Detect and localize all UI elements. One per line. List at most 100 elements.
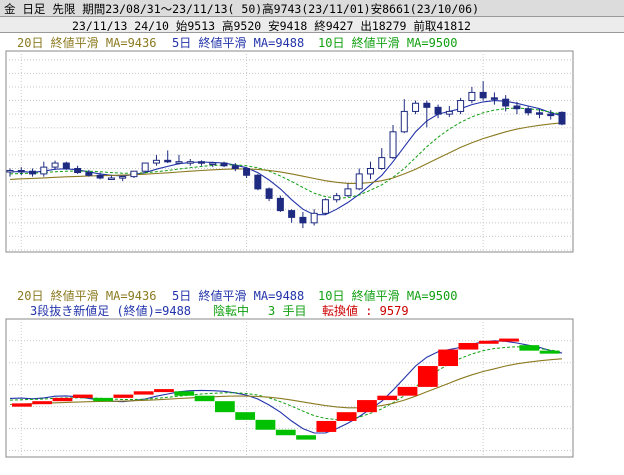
candle-bull bbox=[355, 173, 363, 190]
block-down bbox=[93, 397, 113, 402]
candle-bear bbox=[74, 167, 82, 174]
candle-bear bbox=[547, 113, 555, 117]
candle-bull bbox=[152, 159, 160, 164]
block-up bbox=[113, 394, 134, 398]
top-legend-ma20: 20日 終値平滑 MA=9436 bbox=[17, 35, 156, 50]
candle-bull bbox=[412, 102, 420, 112]
candle-bear bbox=[164, 159, 172, 163]
block-up bbox=[32, 401, 53, 405]
candle-bull bbox=[378, 157, 386, 169]
top-candles bbox=[6, 81, 566, 229]
block-up bbox=[336, 412, 357, 421]
candle-bear bbox=[299, 216, 307, 224]
top-legend-ma10: 10日 終値平滑 MA=9500 bbox=[318, 35, 457, 50]
candle-bull bbox=[107, 177, 115, 180]
candle-bear bbox=[558, 111, 566, 125]
candle-bull bbox=[209, 162, 217, 166]
header-title-bar: 金 日足 先限 期間23/08/31～23/11/13( 50)高9743(23… bbox=[0, 0, 624, 17]
candle-bull bbox=[445, 110, 453, 115]
candle-bull bbox=[6, 170, 14, 173]
block-up bbox=[72, 394, 93, 398]
candle-bull bbox=[333, 195, 341, 201]
candle-bull bbox=[130, 170, 138, 178]
candle-bear bbox=[479, 91, 487, 99]
candle-bear bbox=[513, 105, 521, 110]
candle-bear bbox=[490, 97, 498, 100]
header-line2: 23/11/13 24/10 始9513 高9520 安9418 終9427 出… bbox=[72, 19, 471, 33]
block-up bbox=[458, 342, 479, 350]
candle-bear bbox=[29, 170, 37, 175]
candle-bull bbox=[141, 162, 149, 172]
candle-bear bbox=[198, 161, 206, 164]
candle-bear bbox=[85, 172, 93, 176]
candle-bull bbox=[366, 167, 374, 175]
candle-bull bbox=[400, 110, 408, 133]
bottom-new-price-blocks bbox=[12, 338, 560, 440]
block-down bbox=[214, 401, 235, 413]
candle-bear bbox=[502, 98, 510, 107]
block-down bbox=[255, 419, 276, 430]
candle-bull bbox=[186, 161, 194, 164]
candle-bear bbox=[17, 170, 25, 173]
top-plot-area bbox=[5, 50, 574, 253]
header-ohlc-bar: 23/11/13 24/10 始9513 高9520 安9418 終9427 出… bbox=[0, 17, 624, 33]
bottom-status-switch: 転換値 : 9579 bbox=[322, 303, 409, 318]
block-down bbox=[296, 435, 316, 440]
bottom-grid bbox=[6, 319, 573, 457]
candle-bull bbox=[40, 166, 48, 175]
block-up bbox=[12, 403, 32, 407]
candle-bull bbox=[457, 100, 465, 112]
block-up bbox=[377, 395, 398, 401]
block-up bbox=[52, 397, 73, 402]
candle-bull bbox=[51, 162, 59, 168]
candle-bear bbox=[524, 108, 532, 114]
block-up bbox=[438, 349, 459, 367]
candle-bull bbox=[175, 161, 183, 164]
top-legend-ma5: 5日 終値平滑 MA=9488 bbox=[172, 35, 304, 50]
block-down bbox=[275, 429, 296, 436]
block-up bbox=[133, 391, 154, 395]
bottom-status-prefix: 3段抜き新値足 (終値)=9488 bbox=[30, 303, 191, 318]
candle-bull bbox=[468, 91, 476, 102]
block-up bbox=[417, 366, 438, 387]
candle-bull bbox=[119, 176, 127, 179]
bottom-status-count: 3 手目 bbox=[268, 304, 306, 318]
bottom-legend-ma20: 20日 終値平滑 MA=9436 bbox=[17, 288, 156, 303]
block-down bbox=[194, 395, 215, 402]
bottom-status-turn: 陰転中 bbox=[213, 303, 249, 318]
candle-bear bbox=[62, 162, 70, 169]
candle-bull bbox=[310, 212, 318, 224]
candle-bull bbox=[389, 131, 397, 159]
top-ma10-line bbox=[9, 107, 563, 199]
block-down bbox=[174, 391, 195, 396]
bottom-plot-area bbox=[5, 318, 574, 458]
candle-bear bbox=[434, 106, 442, 115]
candle-bear bbox=[535, 112, 543, 115]
block-down bbox=[235, 412, 256, 420]
bottom-ma20-line bbox=[9, 358, 563, 409]
block-up bbox=[397, 386, 418, 396]
block-down bbox=[539, 350, 560, 354]
block-up bbox=[478, 340, 499, 344]
bottom-legend-ma10: 10日 終値平滑 MA=9500 bbox=[318, 288, 457, 303]
block-up bbox=[499, 338, 519, 342]
candle-bear bbox=[265, 188, 273, 199]
candle-bull bbox=[344, 188, 352, 197]
candle-bear bbox=[96, 174, 104, 179]
block-up bbox=[154, 389, 174, 393]
block-down bbox=[519, 345, 540, 351]
candle-bear bbox=[288, 210, 296, 218]
candle-bear bbox=[220, 162, 228, 167]
candle-bear bbox=[231, 165, 239, 169]
candle-bear bbox=[254, 174, 262, 190]
candle-bear bbox=[243, 167, 251, 176]
candle-bear bbox=[276, 197, 284, 212]
block-up bbox=[357, 400, 377, 413]
header-line1: 金 日足 先限 期間23/08/31～23/11/13( 50)高9743(23… bbox=[4, 2, 480, 16]
candle-bear bbox=[423, 102, 431, 108]
block-up bbox=[316, 420, 337, 432]
candle-bull bbox=[321, 199, 329, 214]
top-ma5-line bbox=[9, 100, 563, 216]
bottom-legend-ma5: 5日 終値平滑 MA=9488 bbox=[172, 288, 304, 303]
